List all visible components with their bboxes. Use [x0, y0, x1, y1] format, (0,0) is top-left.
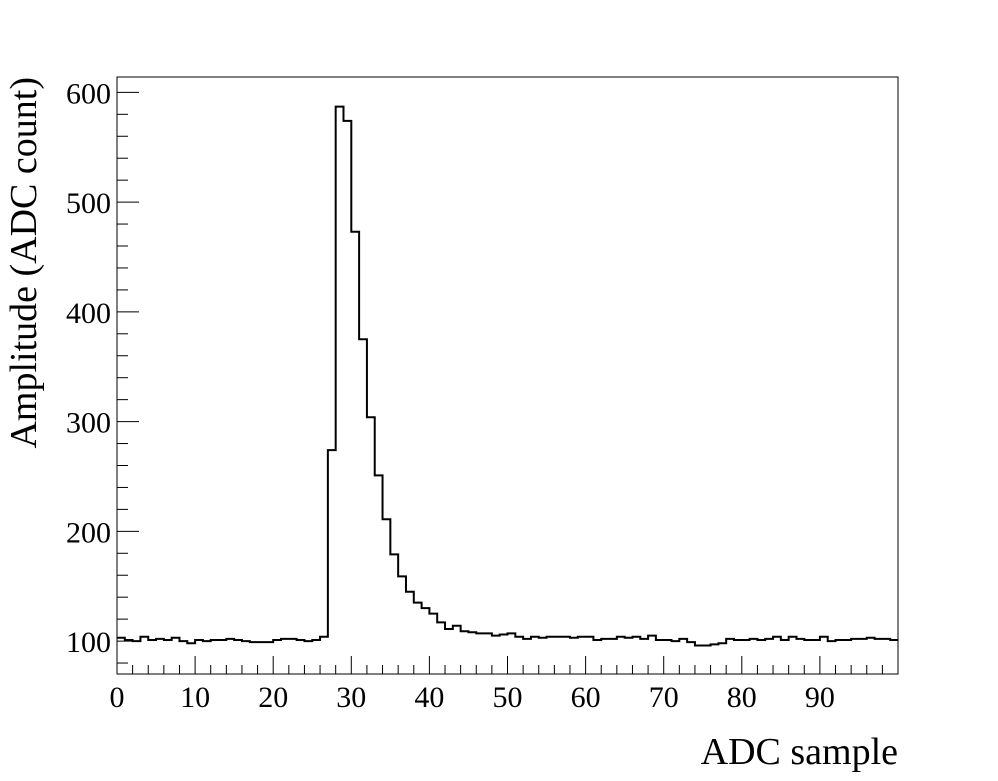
- x-tick-label: 70: [649, 681, 679, 714]
- x-tick-label: 40: [414, 681, 444, 714]
- y-tick-label: 500: [66, 187, 111, 220]
- y-axis-tick-labels: 100 200 300 400 500 600: [66, 77, 111, 659]
- x-axis-ticks: [116, 656, 899, 674]
- x-tick-label: 60: [571, 681, 601, 714]
- y-tick-label: 600: [66, 77, 111, 110]
- x-tick-label: 90: [805, 681, 835, 714]
- x-tick-label: 10: [180, 681, 210, 714]
- y-axis-ticks: [117, 91, 139, 664]
- x-tick-label: 80: [727, 681, 757, 714]
- y-tick-label: 400: [66, 297, 111, 330]
- plot-frame: [116, 76, 899, 675]
- x-tick-label: 0: [110, 681, 125, 714]
- x-tick-label: 50: [493, 681, 523, 714]
- x-tick-label: 30: [336, 681, 366, 714]
- x-tick-label: 20: [258, 681, 288, 714]
- y-axis-title: Amplitude (ADC count): [3, 77, 45, 449]
- x-axis-title: ADC sample: [701, 731, 898, 773]
- y-tick-label: 100: [66, 626, 111, 659]
- x-axis-tick-labels: 0 10 20 30 40 50 60 70 80 90: [110, 681, 835, 714]
- y-tick-label: 200: [66, 516, 111, 549]
- y-tick-label: 300: [66, 407, 111, 440]
- histogram-series-line: [117, 105, 898, 647]
